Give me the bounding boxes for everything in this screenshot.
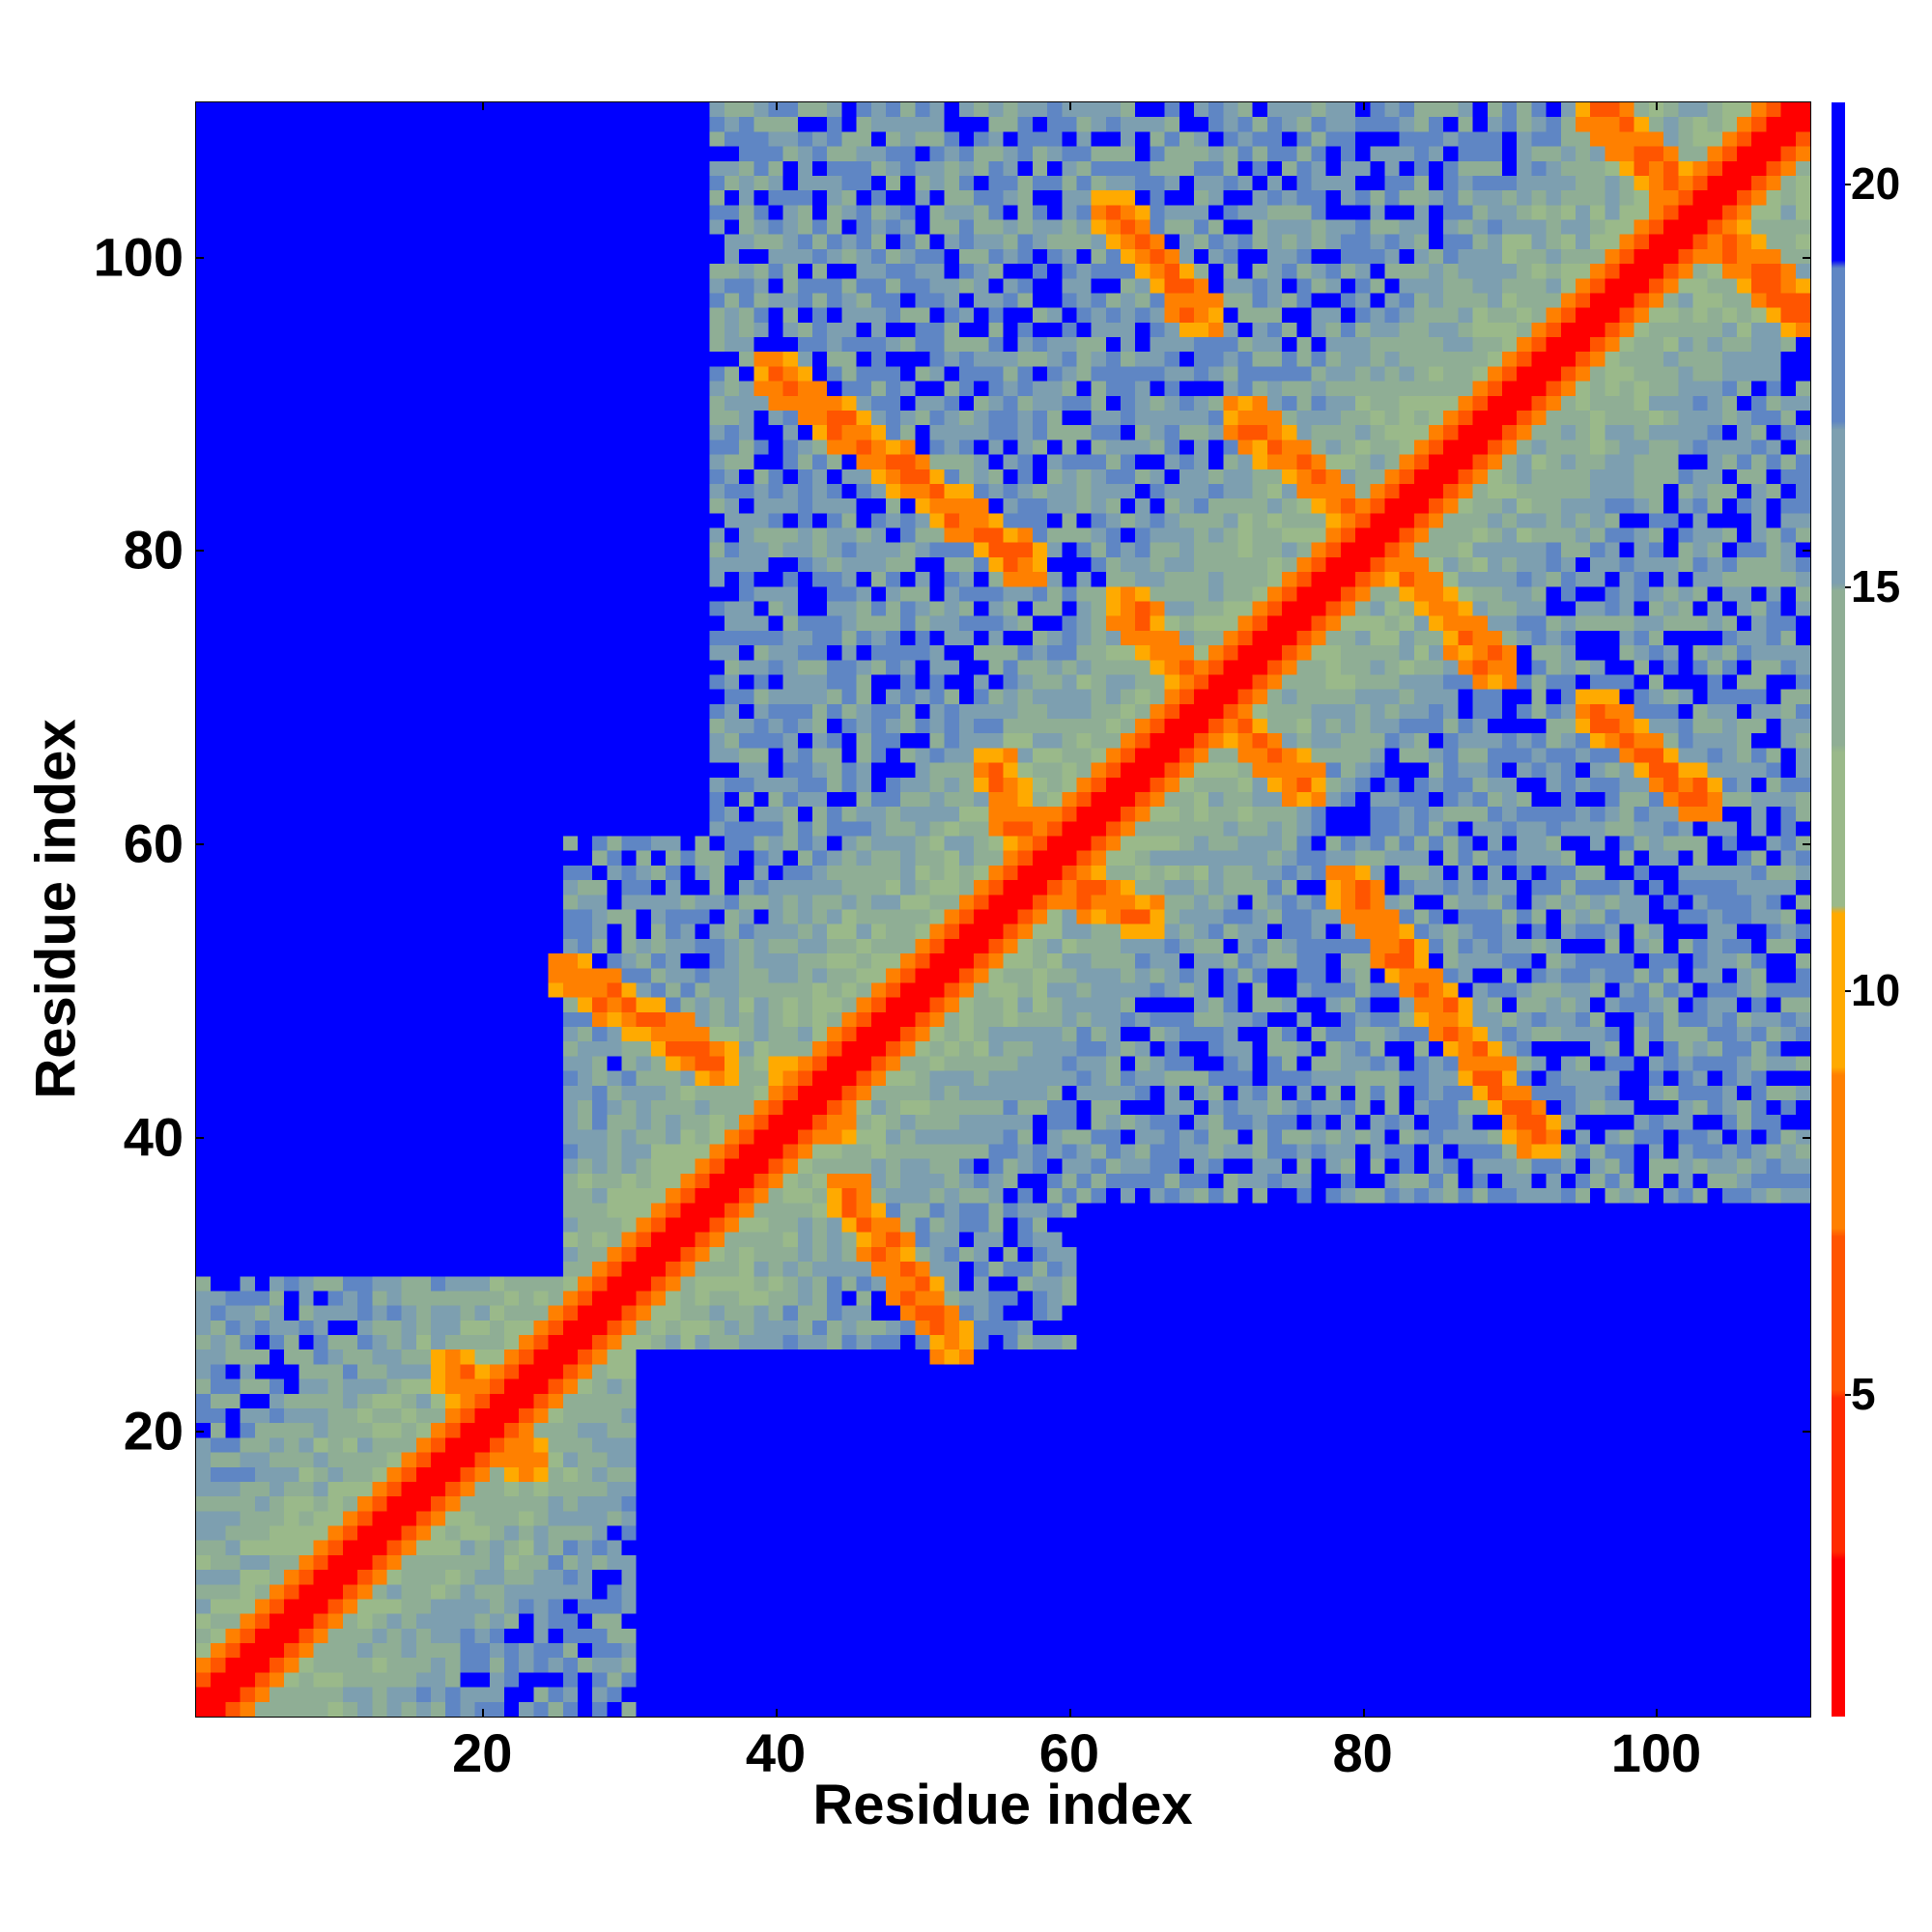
colorbar-tick-mark [1845,1393,1851,1396]
y-tick-mark-right [1803,1430,1810,1433]
y-tick-mark [196,550,204,553]
plot-area [195,101,1811,1718]
x-tick-mark-top [776,102,779,110]
y-tick-mark [196,1136,204,1139]
y-tick-mark-right [1803,256,1810,259]
x-tick-label: 80 [1332,1722,1393,1783]
colorbar-tick-label: 10 [1851,965,1901,1016]
x-tick-label: 20 [452,1722,513,1783]
y-axis-label: Residue index [24,719,88,1099]
colorbar-tick-mark [1845,586,1851,589]
x-tick-label: 100 [1610,1722,1702,1783]
y-tick-mark-right [1803,843,1810,846]
x-tick-mark-top [482,102,485,110]
y-tick-mark [196,843,204,846]
x-tick-label: 60 [1038,1722,1099,1783]
y-tick-label: 60 [123,812,184,874]
x-tick-mark [1362,1709,1365,1717]
y-tick-mark-right [1803,550,1810,553]
y-tick-mark [196,1430,204,1433]
x-tick-label: 40 [745,1722,807,1783]
colorbar-tick-mark [1845,990,1851,993]
x-axis-label: Residue index [812,1774,1193,1836]
heatmap-cells [196,102,1810,1717]
y-tick-label: 100 [93,226,184,287]
y-tick-mark-right [1803,1136,1810,1139]
x-tick-mark [1068,1709,1071,1717]
y-tick-label: 80 [123,519,184,581]
x-tick-mark-top [1656,102,1659,110]
y-tick-label: 20 [123,1400,184,1462]
x-tick-mark-top [1362,102,1365,110]
x-tick-mark [1656,1709,1659,1717]
y-tick-mark [196,256,204,259]
colorbar-tick-label: 5 [1851,1368,1876,1419]
x-tick-mark [776,1709,779,1717]
colorbar-tick-label: 15 [1851,561,1901,612]
x-tick-mark-top [1068,102,1071,110]
y-tick-label: 40 [123,1106,184,1168]
colorbar [1832,102,1845,1717]
colorbar-tick-mark [1845,183,1851,185]
x-tick-mark [482,1709,485,1717]
colorbar-tick-label: 20 [1851,157,1901,209]
